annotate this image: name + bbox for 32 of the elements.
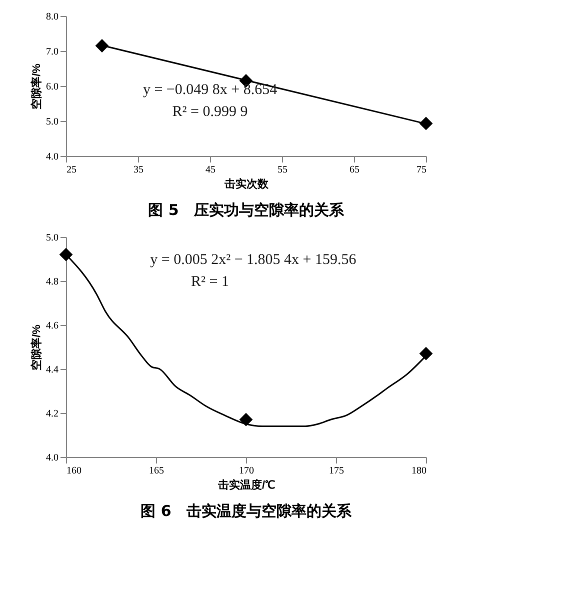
x-axis-title: 击实次数 xyxy=(224,178,270,190)
y-tick-label: 5.0 xyxy=(46,116,58,128)
x-tick-label: 165 xyxy=(149,466,164,476)
y-tick-label: 8.0 xyxy=(46,12,58,22)
y-tick-label: 4.8 xyxy=(46,276,58,288)
y-tick-label: 5.0 xyxy=(46,232,58,244)
y-tick-label: 6.0 xyxy=(46,82,58,92)
x-tick-label: 75 xyxy=(416,164,426,176)
x-axis-title: 击实温度/℃ xyxy=(216,478,276,492)
x-tick-label: 35 xyxy=(134,164,144,176)
text: 图 5 压实功与空隙率的关系 xyxy=(148,201,345,219)
annotation: y = 0.005 2x² − 1.805 4x + 159.56 xyxy=(150,252,357,268)
x-tick-label: 65 xyxy=(350,164,360,176)
y-tick-label: 7.0 xyxy=(46,46,58,58)
annotation: R² = 0.999 9 xyxy=(172,104,248,120)
x-tick-label: 180 xyxy=(412,466,426,476)
annotation: y = −0.049 8x + 8.654 xyxy=(142,82,278,98)
x-tick-label: 55 xyxy=(278,164,288,176)
x-tick-label: 170 xyxy=(239,466,254,476)
y-axis-title: 空隙率/% xyxy=(30,324,43,370)
text: 图 6 击实温度与空隙率的关系 xyxy=(140,502,352,520)
x-tick-label: 25 xyxy=(66,164,76,176)
y-tick-label: 4.2 xyxy=(46,408,58,420)
y-tick-label: 4.0 xyxy=(46,152,58,162)
y-tick-label: 4.4 xyxy=(46,364,58,376)
y-axis-title: 空隙率/% xyxy=(30,63,43,110)
x-tick-label: 160 xyxy=(66,466,82,476)
x-tick-label: 45 xyxy=(206,164,216,176)
x-tick-label: 175 xyxy=(329,466,344,476)
annotation: R² = 1 xyxy=(191,274,229,290)
y-tick-label: 4.0 xyxy=(46,452,58,464)
y-tick-label: 4.6 xyxy=(46,320,58,332)
